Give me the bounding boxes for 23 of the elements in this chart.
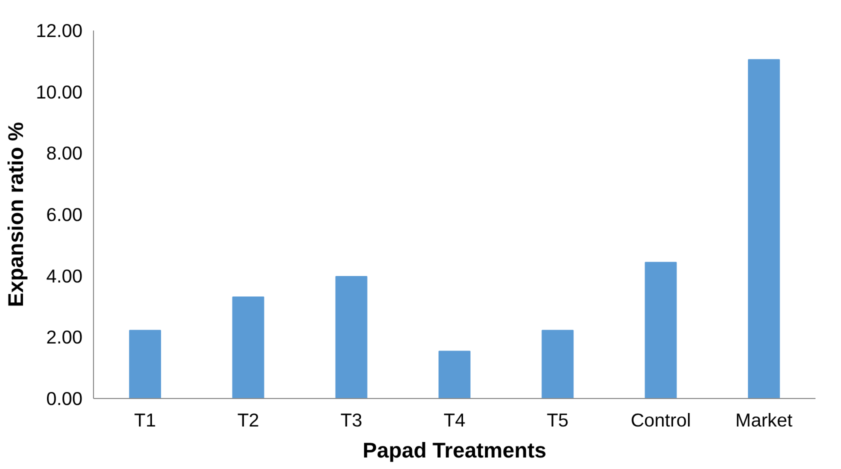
y-tick-label: 0.00 <box>46 388 82 409</box>
bar <box>644 262 677 398</box>
y-tick-label: 10.00 <box>36 81 82 102</box>
bar <box>232 296 264 398</box>
x-tick-label: Control <box>630 410 691 430</box>
x-tick-label: T4 <box>444 410 466 430</box>
y-tick-label: 2.00 <box>46 326 82 348</box>
x-tick-label: Market <box>735 410 794 430</box>
y-tick-label: 12.00 <box>36 20 82 41</box>
bar <box>748 59 780 398</box>
x-tick-label: T3 <box>340 410 362 430</box>
x-tick-label: T1 <box>134 410 156 430</box>
bar <box>335 276 368 398</box>
bar <box>129 330 162 398</box>
y-tick-label: 8.00 <box>46 142 82 164</box>
x-tick-label: T5 <box>546 410 569 430</box>
bar <box>438 350 470 398</box>
y-tick-label: 6.00 <box>46 204 82 225</box>
x-tick-label: T2 <box>237 410 260 430</box>
y-axis-title: Expansion ratio % <box>4 122 28 307</box>
y-tick-label: 4.00 <box>46 265 82 286</box>
x-axis-title: Papad Treatments <box>362 438 546 462</box>
bar <box>542 330 574 398</box>
